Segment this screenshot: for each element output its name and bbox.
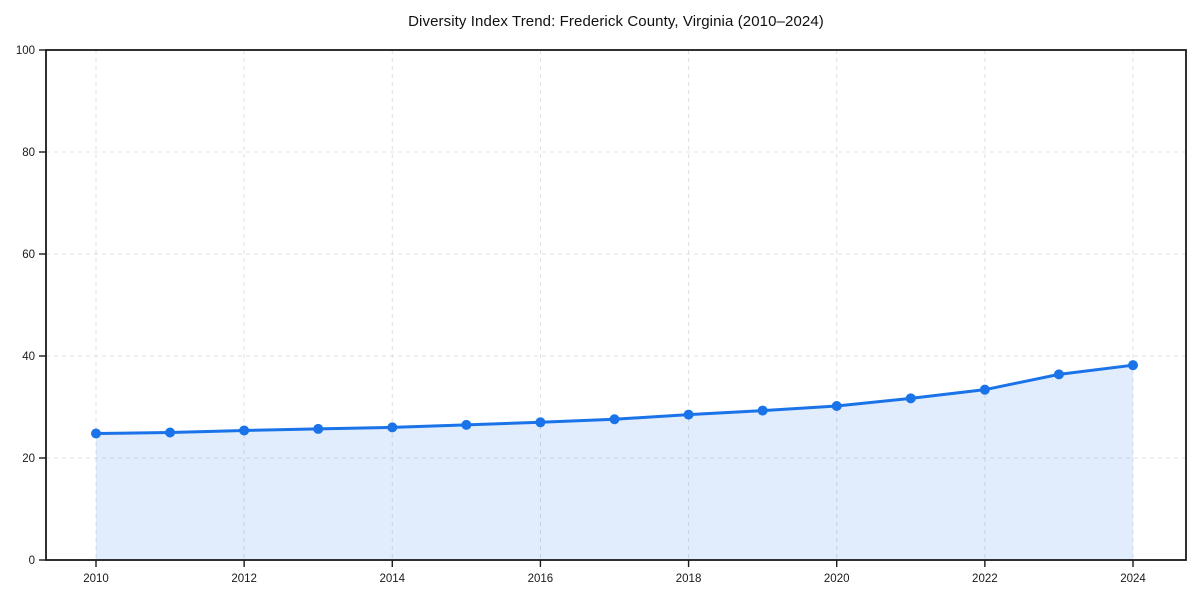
tick-marks [39,49,1134,567]
y-tick-label: 60 [22,249,35,261]
y-tick-label: 80 [22,147,35,159]
data-points [91,360,1138,439]
data-point [461,419,472,430]
area-fill [96,365,1133,560]
x-tick-label: 2014 [379,573,405,585]
data-point [387,422,398,433]
x-tick-label: 2024 [1120,573,1146,585]
chart-title: Diversity Index Trend: Frederick County,… [408,13,824,30]
x-tick-label: 2022 [972,573,998,585]
data-point [905,393,916,404]
data-point [683,409,694,420]
data-point [535,417,546,428]
y-tick-label: 40 [22,351,35,363]
data-point [609,414,620,425]
data-point [239,425,250,436]
axis-box [45,49,1187,561]
data-point [757,405,768,416]
x-tick-label: 2018 [676,573,702,585]
x-tick-label: 2012 [231,573,257,585]
data-point [831,400,842,411]
data-point [91,428,101,439]
data-point [979,384,990,395]
data-point [1128,360,1138,371]
data-point [165,427,176,438]
x-tick-label: 2020 [824,573,850,585]
data-point [1053,369,1064,380]
x-axis-tick-labels: 2010 2012 2014 2016 2018 2020 2022 2024 [83,573,1146,585]
y-axis-tick-labels: 0 20 40 60 80 100 [16,45,35,567]
y-tick-label: 20 [22,453,35,465]
y-tick-label: 0 [29,555,35,567]
x-tick-label: 2010 [83,573,109,585]
x-tick-label: 2016 [528,573,554,585]
data-point [313,423,324,434]
y-tick-label: 100 [16,45,35,57]
